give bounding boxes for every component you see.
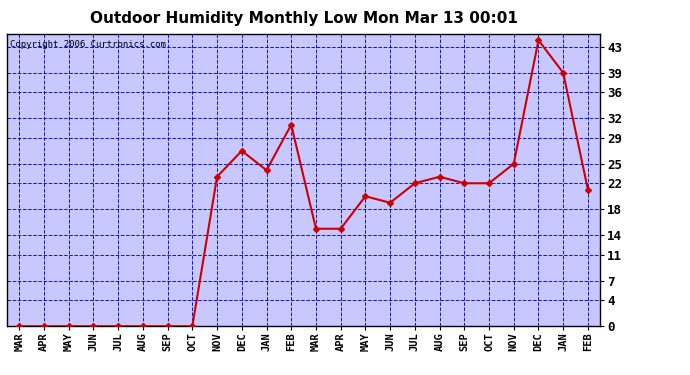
Text: Outdoor Humidity Monthly Low Mon Mar 13 00:01: Outdoor Humidity Monthly Low Mon Mar 13 …	[90, 11, 518, 26]
Text: Copyright 2006 Curtronics.com: Copyright 2006 Curtronics.com	[10, 40, 166, 49]
